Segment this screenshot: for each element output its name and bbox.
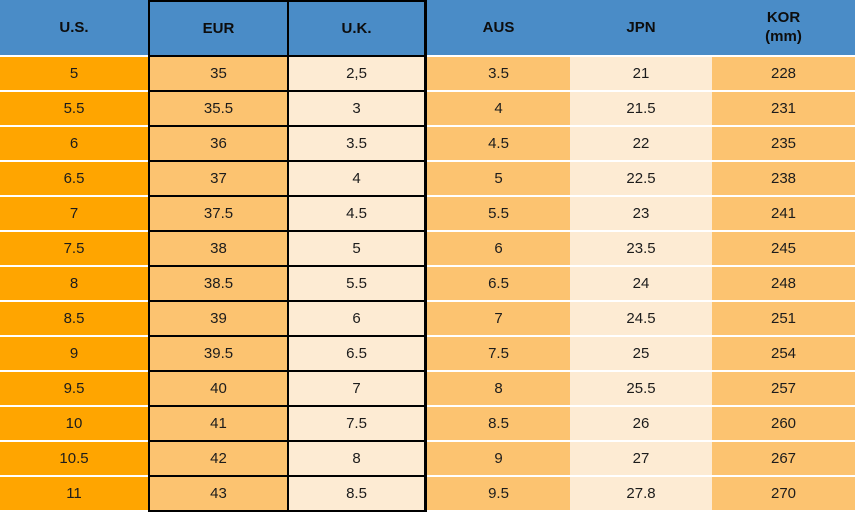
cell-aus-row10: 8 bbox=[427, 372, 570, 407]
cell-kor-row8: 251 bbox=[712, 302, 855, 337]
cell-eur-row8: 39 bbox=[148, 302, 287, 337]
cell-us-row11: 10 bbox=[0, 407, 148, 442]
cell-us-row8: 8.5 bbox=[0, 302, 148, 337]
cell-uk-row3: 3.5 bbox=[287, 127, 427, 162]
cell-kor-row1: 228 bbox=[712, 57, 855, 92]
cell-jpn-row10: 25.5 bbox=[570, 372, 712, 407]
cell-kor-row10: 257 bbox=[712, 372, 855, 407]
cell-us-row4: 6.5 bbox=[0, 162, 148, 197]
cell-kor-row7: 248 bbox=[712, 267, 855, 302]
cell-eur-row13: 43 bbox=[148, 477, 287, 512]
cell-aus-row6: 6 bbox=[427, 232, 570, 267]
cell-kor-row9: 254 bbox=[712, 337, 855, 372]
cell-jpn-row9: 25 bbox=[570, 337, 712, 372]
column-header-sublabel: (mm) bbox=[765, 27, 802, 45]
cell-jpn-row1: 21 bbox=[570, 57, 712, 92]
cell-jpn-row12: 27 bbox=[570, 442, 712, 477]
cell-kor-row4: 238 bbox=[712, 162, 855, 197]
cell-us-row10: 9.5 bbox=[0, 372, 148, 407]
cell-us-row2: 5.5 bbox=[0, 92, 148, 127]
cell-aus-row9: 7.5 bbox=[427, 337, 570, 372]
cell-aus-row2: 4 bbox=[427, 92, 570, 127]
cell-uk-row1: 2,5 bbox=[287, 57, 427, 92]
cell-jpn-row3: 22 bbox=[570, 127, 712, 162]
cell-eur-row7: 38.5 bbox=[148, 267, 287, 302]
column-header-us: U.S. bbox=[0, 0, 148, 57]
column-header-aus: AUS bbox=[427, 0, 570, 57]
cell-kor-row13: 270 bbox=[712, 477, 855, 512]
column-header-kor: KOR (mm) bbox=[712, 0, 855, 57]
column-header-eur: EUR bbox=[148, 0, 287, 57]
column-header-label: KOR bbox=[766, 8, 801, 26]
cell-jpn-row13: 27.8 bbox=[570, 477, 712, 512]
cell-uk-row11: 7.5 bbox=[287, 407, 427, 442]
cell-aus-row3: 4.5 bbox=[427, 127, 570, 162]
cell-eur-row3: 36 bbox=[148, 127, 287, 162]
cell-aus-row12: 9 bbox=[427, 442, 570, 477]
cell-eur-row4: 37 bbox=[148, 162, 287, 197]
cell-us-row12: 10.5 bbox=[0, 442, 148, 477]
cell-eur-row2: 35.5 bbox=[148, 92, 287, 127]
cell-uk-row4: 4 bbox=[287, 162, 427, 197]
cell-aus-row1: 3.5 bbox=[427, 57, 570, 92]
cell-uk-row10: 7 bbox=[287, 372, 427, 407]
cell-uk-row12: 8 bbox=[287, 442, 427, 477]
cell-eur-row5: 37.5 bbox=[148, 197, 287, 232]
cell-aus-row8: 7 bbox=[427, 302, 570, 337]
cell-jpn-row5: 23 bbox=[570, 197, 712, 232]
cell-us-row3: 6 bbox=[0, 127, 148, 162]
cell-uk-row5: 4.5 bbox=[287, 197, 427, 232]
cell-eur-row6: 38 bbox=[148, 232, 287, 267]
cell-aus-row7: 6.5 bbox=[427, 267, 570, 302]
cell-aus-row13: 9.5 bbox=[427, 477, 570, 512]
cell-uk-row8: 6 bbox=[287, 302, 427, 337]
cell-eur-row10: 40 bbox=[148, 372, 287, 407]
cell-jpn-row6: 23.5 bbox=[570, 232, 712, 267]
cell-eur-row12: 42 bbox=[148, 442, 287, 477]
cell-us-row6: 7.5 bbox=[0, 232, 148, 267]
cell-us-row7: 8 bbox=[0, 267, 148, 302]
cell-kor-row2: 231 bbox=[712, 92, 855, 127]
cell-aus-row5: 5.5 bbox=[427, 197, 570, 232]
cell-uk-row7: 5.5 bbox=[287, 267, 427, 302]
cell-aus-row4: 5 bbox=[427, 162, 570, 197]
cell-jpn-row11: 26 bbox=[570, 407, 712, 442]
cell-us-row1: 5 bbox=[0, 57, 148, 92]
cell-us-row9: 9 bbox=[0, 337, 148, 372]
cell-us-row13: 11 bbox=[0, 477, 148, 512]
cell-kor-row11: 260 bbox=[712, 407, 855, 442]
cell-kor-row6: 245 bbox=[712, 232, 855, 267]
cell-uk-row13: 8.5 bbox=[287, 477, 427, 512]
cell-us-row5: 7 bbox=[0, 197, 148, 232]
column-header-uk: U.K. bbox=[287, 0, 427, 57]
cell-jpn-row8: 24.5 bbox=[570, 302, 712, 337]
cell-jpn-row2: 21.5 bbox=[570, 92, 712, 127]
cell-eur-row1: 35 bbox=[148, 57, 287, 92]
cell-aus-row11: 8.5 bbox=[427, 407, 570, 442]
cell-uk-row6: 5 bbox=[287, 232, 427, 267]
cell-kor-row5: 241 bbox=[712, 197, 855, 232]
cell-kor-row12: 267 bbox=[712, 442, 855, 477]
cell-eur-row9: 39.5 bbox=[148, 337, 287, 372]
cell-jpn-row7: 24 bbox=[570, 267, 712, 302]
cell-eur-row11: 41 bbox=[148, 407, 287, 442]
cell-uk-row2: 3 bbox=[287, 92, 427, 127]
cell-kor-row3: 235 bbox=[712, 127, 855, 162]
cell-jpn-row4: 22.5 bbox=[570, 162, 712, 197]
cell-uk-row9: 6.5 bbox=[287, 337, 427, 372]
column-header-jpn: JPN bbox=[570, 0, 712, 57]
